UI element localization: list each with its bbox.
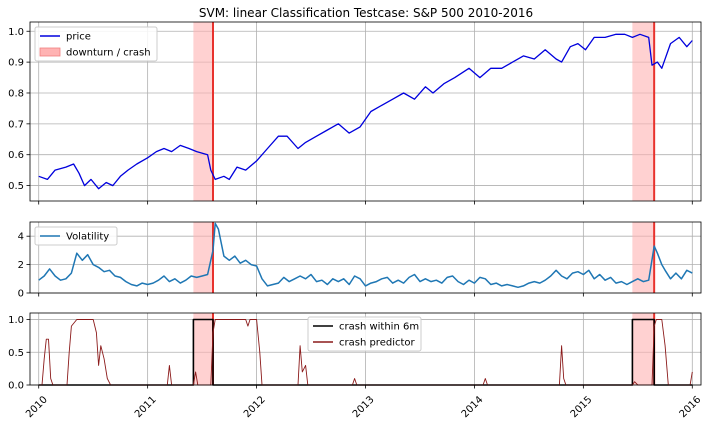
legend-label: Volatility [66,232,109,243]
legend-price: price downturn / crash [34,26,158,62]
crash-zone [193,313,213,385]
legend-label: crash predictor [339,338,416,349]
series-volatility [38,222,693,289]
legend-box [34,26,158,62]
series-crash-predictor [38,319,693,386]
y-tick-label: 0.8 [8,88,24,99]
y-tick-label: 0.6 [8,150,24,161]
chart-title: SVM: linear Classification Testcase: S&P… [199,6,533,20]
legend-crash: crash within 6m crash predictor [307,316,422,352]
x-tick-label: 2016 [678,394,704,420]
y-tick-label: 0.5 [8,181,24,192]
legend-swatch [39,47,61,57]
legend-box [34,226,118,246]
legend-box [307,316,422,352]
y-tick-label: 1.0 [8,315,24,326]
x-tick-label: 2014 [460,394,486,420]
crash-zone [632,313,655,385]
crash-zone [632,222,655,293]
legend-volatility: Volatility [34,226,118,246]
panel-volatility: 0 2 4 Volatility [18,221,702,300]
crash-zone [632,22,655,201]
panel-crash: 0.0 0.5 1.0 2010 2011 2012 2013 2014 2015 2016 cra… [8,312,704,420]
legend-label: crash within 6m [339,322,419,333]
y-tick-label: 2 [18,260,24,271]
panel-price: 0.5 0.6 0.7 0.8 0.9 1.0 price downturn / crash [8,21,702,205]
x-tick-label: 2010 [24,394,50,420]
x-tick-label: 2012 [242,394,268,420]
y-tick-label: 0.7 [8,119,24,130]
legend-label: price [66,32,91,43]
x-tick-label: 2013 [351,394,377,420]
crash-zone [193,22,213,201]
series-price [38,33,693,190]
y-tick-label: 0.0 [8,381,24,392]
x-tick-label: 2011 [133,394,159,420]
y-tick-label: 0.9 [8,58,24,69]
y-tick-label: 4 [18,232,24,243]
y-tick-label: 0.5 [8,348,24,359]
x-tick-label: 2015 [569,394,595,420]
crash-zone [193,222,213,293]
y-tick-label: 1.0 [8,27,24,38]
legend-label: downturn / crash [66,48,151,59]
y-tick-label: 0 [18,289,24,300]
